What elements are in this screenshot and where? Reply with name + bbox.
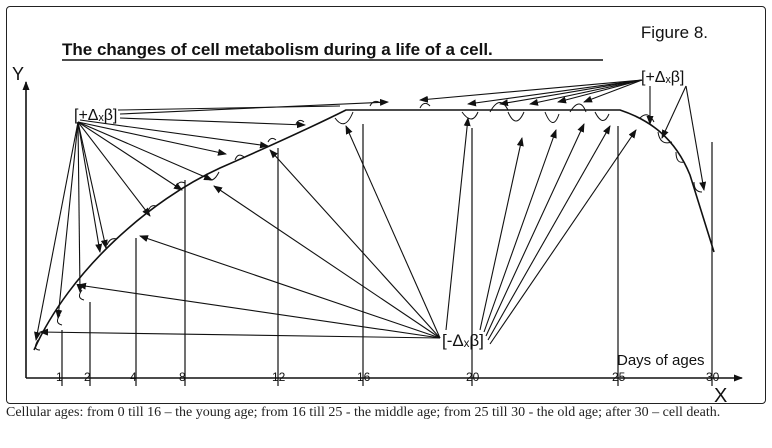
metabolism-diagram: Figure 8. The changes of cell metabolism… [12, 23, 743, 404]
minus-delta-beta-label: [-Δₓβ] [442, 331, 484, 350]
plus-delta-beta-label-right: [+Δₓβ] [641, 69, 684, 86]
y-axis-label: Y [12, 64, 24, 84]
arrows-minus [39, 117, 637, 345]
x-tick-label: 8 [179, 370, 186, 384]
arrows-plus-right [419, 79, 707, 191]
x-axis-caption: Days of ages [617, 352, 705, 369]
x-tick-label: 12 [272, 370, 286, 384]
tick-droplines [61, 124, 713, 386]
x-tick-label: 4 [130, 370, 137, 384]
x-tick-labels: 1 2 4 8 12 16 20 25 30 [56, 370, 720, 384]
x-tick-label: 30 [706, 370, 720, 384]
plus-left-bracket-line [117, 105, 341, 111]
arrows-plus-left [34, 98, 389, 341]
plus-delta-beta-label-left: [+Δₓβ] [74, 107, 117, 124]
x-tick-label: 16 [357, 370, 371, 384]
x-tick-label: 1 [56, 370, 63, 384]
figure-label: Figure 8. [641, 23, 708, 42]
x-axis-label: X [714, 385, 727, 404]
diagram-title: The changes of cell metabolism during a … [62, 40, 493, 59]
x-tick-label: 25 [612, 370, 626, 384]
x-tick-label: 20 [466, 370, 480, 384]
x-tick-label: 2 [84, 370, 91, 384]
figure-caption: Cellular ages: from 0 till 16 – the youn… [6, 405, 721, 420]
